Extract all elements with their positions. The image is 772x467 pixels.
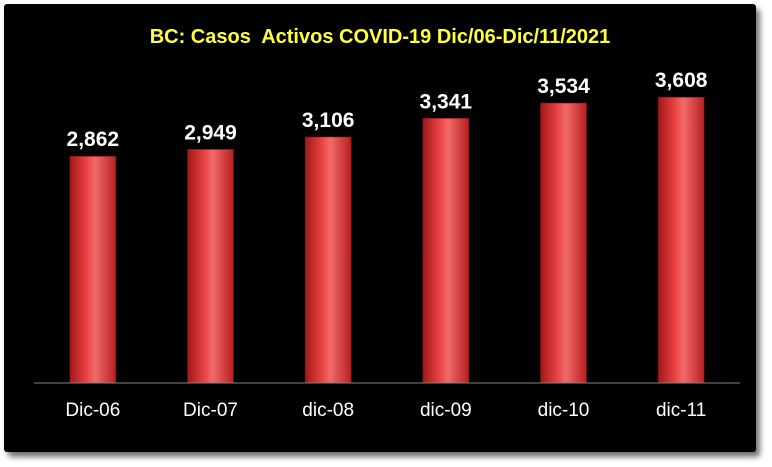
value-label: 3,534: [537, 75, 590, 98]
chart-frame: BC: Casos Activos COVID-19 Dic/06-Dic/11…: [4, 4, 756, 452]
x-tick-label: dic-10: [538, 400, 590, 421]
bar-dic-06: [69, 155, 117, 384]
value-label: 2,949: [184, 121, 237, 144]
x-tick-labels-layer: Dic-06 Dic-07 dic-08 dic-09 dic-10 dic-11: [65, 400, 706, 421]
bar-dic-08: [304, 136, 352, 384]
value-label: 3,106: [302, 109, 355, 132]
bar-dic-07: [187, 149, 234, 384]
value-label: 3,608: [655, 69, 708, 92]
x-tick-label: Dic-07: [183, 400, 238, 421]
value-labels-layer: 2,862 2,949 3,106 3,341 3,534 3,608: [67, 69, 708, 151]
bars-layer: [69, 96, 705, 384]
bar-chart: BC: Casos Activos COVID-19 Dic/06-Dic/11…: [34, 26, 740, 421]
bar-dic-10: [540, 102, 587, 384]
x-tick-label: Dic-06: [65, 400, 120, 421]
value-label: 3,341: [420, 90, 473, 113]
x-tick-label: dic-08: [302, 400, 354, 421]
bar-dic-09: [422, 117, 470, 384]
x-tick-label: dic-11: [656, 400, 706, 421]
x-tick-label: dic-09: [420, 400, 472, 421]
value-label: 2,862: [67, 128, 120, 151]
chart-title: BC: Casos Activos COVID-19 Dic/06-Dic/11…: [150, 26, 611, 48]
bar-dic-11: [657, 96, 705, 384]
